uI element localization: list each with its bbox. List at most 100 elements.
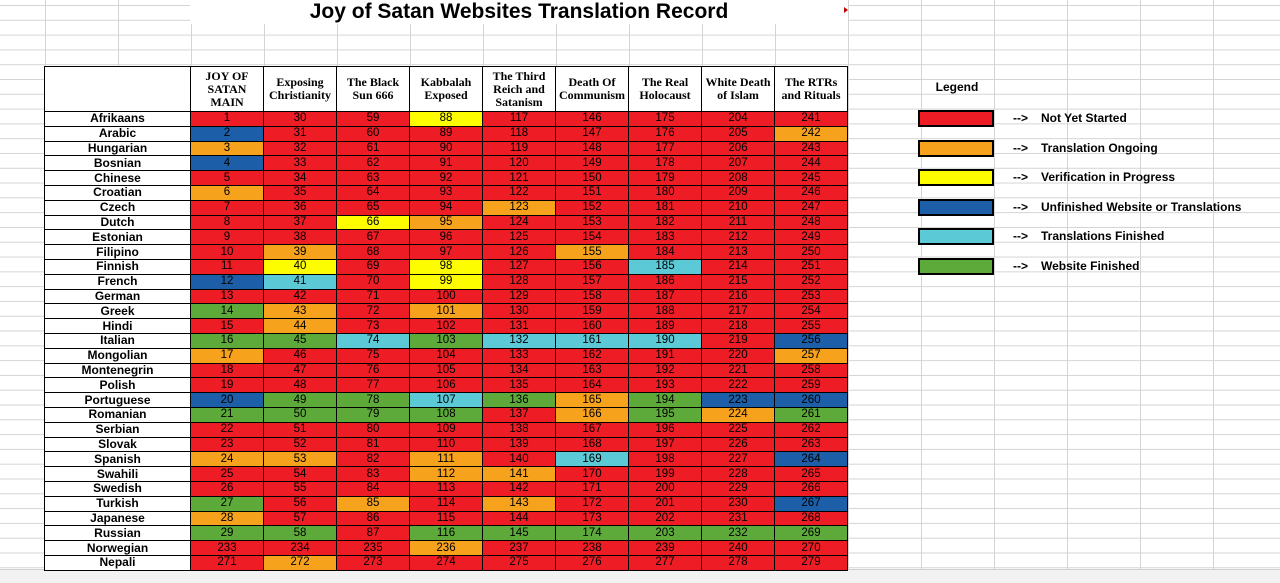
status-cell[interactable]: 101 xyxy=(409,303,483,320)
status-cell[interactable]: 148 xyxy=(555,140,629,157)
status-cell[interactable]: 78 xyxy=(336,392,410,408)
status-cell[interactable]: 249 xyxy=(774,229,848,246)
language-name-cell[interactable]: French xyxy=(44,273,191,290)
status-cell[interactable]: 79 xyxy=(336,406,410,423)
status-cell[interactable]: 212 xyxy=(701,229,775,246)
status-cell[interactable]: 190 xyxy=(628,332,702,349)
status-cell[interactable]: 176 xyxy=(628,125,702,142)
status-cell[interactable]: 117 xyxy=(482,111,556,127)
status-cell[interactable]: 47 xyxy=(263,362,337,379)
status-cell[interactable]: 127 xyxy=(482,258,556,275)
status-cell[interactable]: 230 xyxy=(701,495,775,512)
status-cell[interactable]: 140 xyxy=(482,451,556,468)
status-cell[interactable]: 160 xyxy=(555,318,629,334)
status-cell[interactable]: 267 xyxy=(774,495,848,512)
status-cell[interactable]: 108 xyxy=(409,406,483,423)
status-cell[interactable]: 253 xyxy=(774,288,848,305)
language-name-cell[interactable]: Romanian xyxy=(44,406,191,423)
status-cell[interactable]: 250 xyxy=(774,244,848,260)
status-cell[interactable]: 142 xyxy=(482,480,556,497)
column-header-kabbalah-exposed[interactable]: Kabbalah Exposed xyxy=(409,66,483,112)
status-cell[interactable]: 41 xyxy=(263,273,337,290)
status-cell[interactable]: 186 xyxy=(628,273,702,290)
status-cell[interactable]: 18 xyxy=(190,362,264,379)
language-name-cell[interactable]: Russian xyxy=(44,525,191,542)
status-cell[interactable]: 172 xyxy=(555,495,629,512)
status-cell[interactable]: 48 xyxy=(263,377,337,394)
status-cell[interactable]: 43 xyxy=(263,303,337,320)
status-cell[interactable]: 266 xyxy=(774,480,848,497)
status-cell[interactable]: 131 xyxy=(482,318,556,334)
status-cell[interactable]: 147 xyxy=(555,125,629,142)
status-cell[interactable]: 107 xyxy=(409,392,483,408)
status-cell[interactable]: 2 xyxy=(190,125,264,142)
status-cell[interactable]: 258 xyxy=(774,362,848,379)
status-cell[interactable]: 17 xyxy=(190,347,264,364)
status-cell[interactable]: 149 xyxy=(555,155,629,172)
status-cell[interactable]: 105 xyxy=(409,362,483,379)
status-cell[interactable]: 137 xyxy=(482,406,556,423)
status-cell[interactable]: 225 xyxy=(701,421,775,438)
column-header-the-real-holocaust[interactable]: The Real Holocaust xyxy=(628,66,702,112)
status-cell[interactable]: 162 xyxy=(555,347,629,364)
status-cell[interactable]: 219 xyxy=(701,332,775,349)
status-cell[interactable]: 4 xyxy=(190,155,264,172)
status-cell[interactable]: 270 xyxy=(774,540,848,556)
status-cell[interactable]: 144 xyxy=(482,510,556,527)
status-cell[interactable]: 138 xyxy=(482,421,556,438)
status-cell[interactable]: 205 xyxy=(701,125,775,142)
status-cell[interactable]: 191 xyxy=(628,347,702,364)
status-cell[interactable]: 100 xyxy=(409,288,483,305)
status-cell[interactable]: 91 xyxy=(409,155,483,172)
status-cell[interactable]: 196 xyxy=(628,421,702,438)
status-cell[interactable]: 136 xyxy=(482,392,556,408)
status-cell[interactable]: 120 xyxy=(482,155,556,172)
status-cell[interactable]: 261 xyxy=(774,406,848,423)
status-cell[interactable]: 49 xyxy=(263,392,337,408)
status-cell[interactable]: 179 xyxy=(628,170,702,186)
language-name-cell[interactable]: Estonian xyxy=(44,229,191,246)
status-cell[interactable]: 260 xyxy=(774,392,848,408)
status-cell[interactable]: 223 xyxy=(701,392,775,408)
status-cell[interactable]: 39 xyxy=(263,244,337,260)
status-cell[interactable]: 228 xyxy=(701,466,775,482)
status-cell[interactable]: 21 xyxy=(190,406,264,423)
column-header-joy-of-satan-main[interactable]: JOY OF SATAN MAIN xyxy=(190,66,264,112)
status-cell[interactable]: 246 xyxy=(774,184,848,201)
status-cell[interactable]: 121 xyxy=(482,170,556,186)
status-cell[interactable]: 36 xyxy=(263,199,337,216)
status-cell[interactable]: 63 xyxy=(336,170,410,186)
language-name-cell[interactable]: German xyxy=(44,288,191,305)
status-cell[interactable]: 180 xyxy=(628,184,702,201)
status-cell[interactable]: 67 xyxy=(336,229,410,246)
status-cell[interactable]: 221 xyxy=(701,362,775,379)
status-cell[interactable]: 16 xyxy=(190,332,264,349)
status-cell[interactable]: 80 xyxy=(336,421,410,438)
status-cell[interactable]: 195 xyxy=(628,406,702,423)
status-cell[interactable]: 218 xyxy=(701,318,775,334)
status-cell[interactable]: 263 xyxy=(774,436,848,453)
status-cell[interactable]: 154 xyxy=(555,229,629,246)
status-cell[interactable]: 235 xyxy=(336,540,410,556)
status-cell[interactable]: 114 xyxy=(409,495,483,512)
status-cell[interactable]: 237 xyxy=(482,540,556,556)
language-name-cell[interactable]: Norwegian xyxy=(44,540,191,556)
language-name-cell[interactable]: Nepali xyxy=(44,554,191,571)
status-cell[interactable]: 146 xyxy=(555,111,629,127)
status-cell[interactable]: 27 xyxy=(190,495,264,512)
status-cell[interactable]: 157 xyxy=(555,273,629,290)
status-cell[interactable]: 135 xyxy=(482,377,556,394)
status-cell[interactable]: 66 xyxy=(336,214,410,231)
status-cell[interactable]: 217 xyxy=(701,303,775,320)
status-cell[interactable]: 76 xyxy=(336,362,410,379)
status-cell[interactable]: 168 xyxy=(555,436,629,453)
status-cell[interactable]: 64 xyxy=(336,184,410,201)
status-cell[interactable]: 34 xyxy=(263,170,337,186)
status-cell[interactable]: 77 xyxy=(336,377,410,394)
status-cell[interactable]: 141 xyxy=(482,466,556,482)
status-cell[interactable]: 98 xyxy=(409,258,483,275)
status-cell[interactable]: 61 xyxy=(336,140,410,157)
status-cell[interactable]: 202 xyxy=(628,510,702,527)
column-header-white-death-of-islam[interactable]: White Death of Islam xyxy=(701,66,775,112)
status-cell[interactable]: 243 xyxy=(774,140,848,157)
